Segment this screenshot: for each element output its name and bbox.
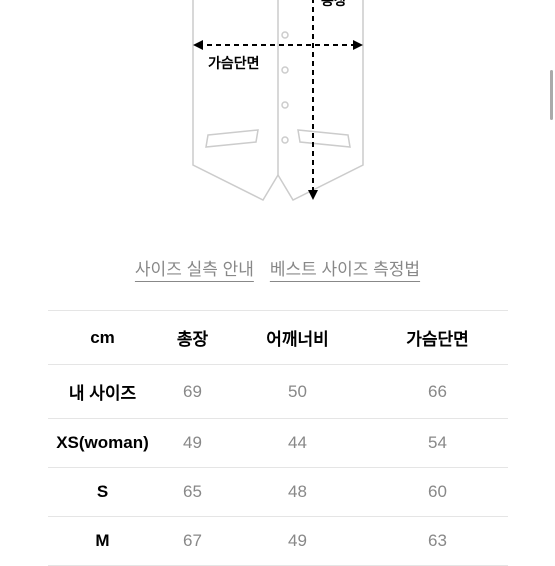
row-label: M <box>48 517 158 566</box>
label-total-length: 총장 <box>321 0 347 8</box>
unit-header: cm <box>48 311 158 365</box>
col-chest: 가슴단면 <box>368 311 508 365</box>
table-header-row: cm 총장 어깨너비 가슴단면 <box>48 311 508 365</box>
col-shoulder: 어깨너비 <box>228 311 368 365</box>
table-row: 내 사이즈 69 50 66 <box>48 365 508 419</box>
cell: 60 <box>368 468 508 517</box>
cell: 67 <box>158 517 228 566</box>
cell: 65 <box>158 468 228 517</box>
cell: 44 <box>228 419 368 468</box>
cell: 54 <box>368 419 508 468</box>
table-row: XS(woman) 49 44 54 <box>48 419 508 468</box>
cell: 50 <box>228 365 368 419</box>
link-best-size-method[interactable]: 베스트 사이즈 측정법 <box>270 255 420 280</box>
size-table: cm 총장 어깨너비 가슴단면 내 사이즈 69 50 66 XS(woman)… <box>48 310 508 566</box>
cell: 48 <box>228 468 368 517</box>
col-total-length: 총장 <box>158 311 228 365</box>
label-chest: 가슴단면 <box>208 55 260 71</box>
info-links: 사이즈 실측 안내 베스트 사이즈 측정법 <box>0 255 555 280</box>
table-row: S 65 48 60 <box>48 468 508 517</box>
link-size-guide[interactable]: 사이즈 실측 안내 <box>135 255 254 280</box>
scrollbar-thumb[interactable] <box>550 70 553 120</box>
vest-diagram: 총장 가슴단면 <box>0 0 555 215</box>
row-label: XS(woman) <box>48 419 158 468</box>
row-label: S <box>48 468 158 517</box>
cell: 63 <box>368 517 508 566</box>
table-row: M 67 49 63 <box>48 517 508 566</box>
cell: 66 <box>368 365 508 419</box>
cell: 49 <box>228 517 368 566</box>
row-label: 내 사이즈 <box>48 365 158 419</box>
cell: 69 <box>158 365 228 419</box>
cell: 49 <box>158 419 228 468</box>
